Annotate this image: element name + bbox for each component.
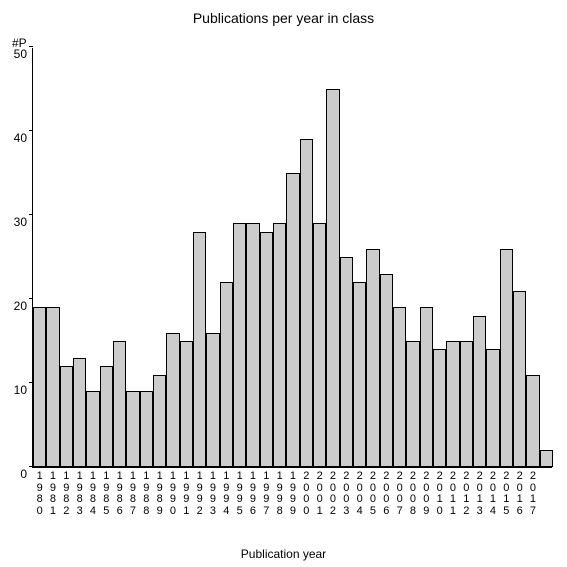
- bar: [86, 391, 99, 467]
- bar: [220, 282, 233, 467]
- bar: [500, 249, 513, 467]
- y-tick-label: 30: [14, 215, 33, 229]
- y-tick-mark: [29, 382, 33, 383]
- y-tick-mark: [29, 130, 33, 131]
- bar: [340, 257, 353, 467]
- x-tick-label: 1997: [260, 467, 273, 517]
- bar: [206, 333, 219, 467]
- y-tick-label: 0: [20, 467, 33, 481]
- bar: [286, 173, 299, 467]
- x-tick-label: 1986: [113, 467, 126, 517]
- y-tick-mark: [29, 214, 33, 215]
- x-tick-label: 2015: [500, 467, 513, 517]
- plot-area: 0102030405019801981198219831984198519861…: [32, 48, 552, 468]
- bar: [460, 341, 473, 467]
- bar: [33, 307, 46, 467]
- bar: [313, 223, 326, 467]
- x-tick-label: 2009: [420, 467, 433, 517]
- x-tick-label: 2014: [486, 467, 499, 517]
- x-tick-label: 2008: [406, 467, 419, 517]
- bar: [380, 274, 393, 467]
- bar: [246, 223, 259, 467]
- x-tick-label: 1988: [140, 467, 153, 517]
- bar: [326, 89, 339, 467]
- x-tick-label: 1981: [46, 467, 59, 517]
- x-tick-label: 2016: [513, 467, 526, 517]
- x-axis-label: Publication year: [0, 547, 567, 561]
- x-tick-label: 1991: [180, 467, 193, 517]
- y-tick-mark: [29, 298, 33, 299]
- bar: [100, 366, 113, 467]
- bar: [446, 341, 459, 467]
- bar: [46, 307, 59, 467]
- x-tick-label: 2011: [446, 467, 459, 517]
- x-tick-label: 1985: [100, 467, 113, 517]
- x-tick-label: 2000: [300, 467, 313, 517]
- x-tick-label: 2006: [380, 467, 393, 517]
- bar: [526, 375, 539, 467]
- x-tick-label: 2001: [313, 467, 326, 517]
- x-tick-label: 2010: [433, 467, 446, 517]
- x-tick-label: 1980: [33, 467, 46, 517]
- x-tick-label: 1993: [206, 467, 219, 517]
- bar: [300, 139, 313, 467]
- bar: [420, 307, 433, 467]
- bar: [60, 366, 73, 467]
- bar: [273, 223, 286, 467]
- x-tick-label: 1996: [246, 467, 259, 517]
- y-tick-label: 40: [14, 131, 33, 145]
- x-tick-label: 2007: [393, 467, 406, 517]
- bars-layer: [33, 48, 552, 467]
- y-tick-mark: [29, 46, 33, 47]
- x-tick-label: 1982: [60, 467, 73, 517]
- bar: [513, 291, 526, 467]
- bar: [166, 333, 179, 467]
- bar: [140, 391, 153, 467]
- x-tick-label: 2004: [353, 467, 366, 517]
- bar: [353, 282, 366, 467]
- x-tick-label: 1989: [153, 467, 166, 517]
- x-tick-label: 2003: [340, 467, 353, 517]
- x-tick-label: 1999: [286, 467, 299, 517]
- chart-title: Publications per year in class: [0, 10, 567, 26]
- bar: [113, 341, 126, 467]
- y-tick-label: 20: [14, 299, 33, 313]
- bar: [366, 249, 379, 467]
- bar: [153, 375, 166, 467]
- x-tick-label: 2012: [460, 467, 473, 517]
- x-tick-label: 1990: [166, 467, 179, 517]
- bar: [433, 349, 446, 467]
- x-tick-label: 1995: [233, 467, 246, 517]
- x-tick-label: 2002: [326, 467, 339, 517]
- x-tick-label: 1998: [273, 467, 286, 517]
- bar: [393, 307, 406, 467]
- bar: [486, 349, 499, 467]
- x-tick-label: 1987: [126, 467, 139, 517]
- bar: [406, 341, 419, 467]
- chart-container: Publications per year in class #P 010203…: [0, 0, 567, 567]
- bar: [180, 341, 193, 467]
- bar: [233, 223, 246, 467]
- x-tick-label: 1983: [73, 467, 86, 517]
- y-tick-label: 50: [14, 47, 33, 61]
- bar: [73, 358, 86, 467]
- x-tick-label: 1994: [220, 467, 233, 517]
- bar: [193, 232, 206, 467]
- x-tick-label: 2005: [366, 467, 379, 517]
- x-tick-label: 1984: [86, 467, 99, 517]
- bar: [260, 232, 273, 467]
- x-tick-label: 2013: [473, 467, 486, 517]
- x-tick-label: 2017: [526, 467, 539, 517]
- bar: [473, 316, 486, 467]
- bar: [126, 391, 139, 467]
- bar: [540, 450, 553, 467]
- y-tick-label: 10: [14, 383, 33, 397]
- x-tick-label: 1992: [193, 467, 206, 517]
